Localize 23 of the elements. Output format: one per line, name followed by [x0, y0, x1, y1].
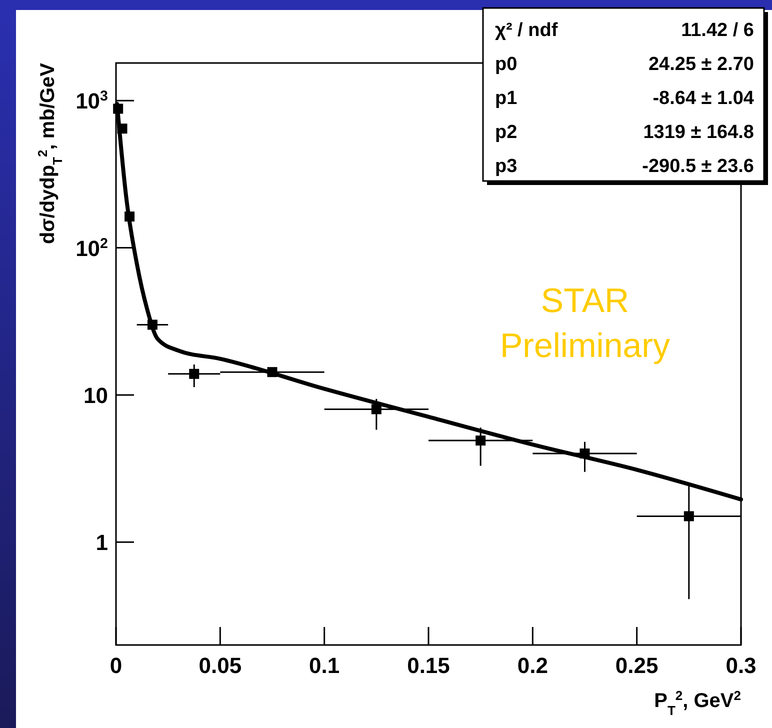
x-axis-title: P$_{T}$$^{2}$, GeV$^{2}$: [654, 688, 741, 718]
text: 11.42 / 6: [681, 20, 754, 41]
x-tick-label: 0: [110, 653, 122, 678]
annotation: p2: [495, 122, 518, 143]
x-tick-label: 0.3: [726, 653, 756, 678]
x-tick-label: 0.05: [198, 653, 242, 678]
x-tick-label: 0.1: [309, 653, 340, 678]
x-tick-label: 0.2: [517, 653, 548, 678]
annotation: -290.5 ± 23.6: [642, 156, 754, 177]
annotation: -8.64 ± 1.04: [652, 88, 754, 109]
y-tick-label: 1: [96, 530, 108, 556]
annotation: p0: [495, 54, 518, 75]
annotation: STAR Preliminary: [500, 282, 670, 365]
x-tick-label: 0.25: [615, 653, 658, 678]
annotation: 1319 ± 164.8: [643, 122, 754, 143]
y-tick-label: 10$^{2}$: [76, 236, 108, 261]
y-tick-label: 10$^{3}$: [76, 88, 108, 114]
y-tick-label: 10: [84, 382, 108, 408]
annotation: p3: [495, 156, 518, 177]
annotation: p1: [495, 88, 518, 109]
text: χ² / ndf: [495, 20, 558, 41]
x-tick-label: 0.15: [407, 653, 450, 678]
annotation: 24.25 ± 2.70: [648, 54, 754, 75]
